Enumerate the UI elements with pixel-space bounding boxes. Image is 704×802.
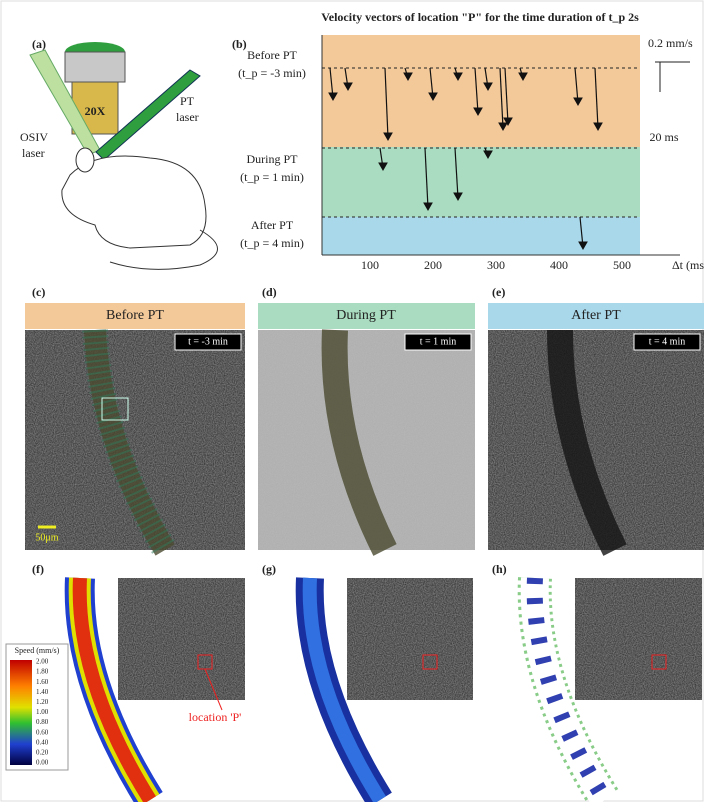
- panel-label: (c): [32, 285, 45, 299]
- panel-c: (c) Before PT t = -3 min 50μm: [25, 285, 245, 550]
- colorbar-label: 1.20: [36, 698, 49, 706]
- time-stamp: t = -3 min: [188, 336, 228, 347]
- colorbar-label: 0.00: [36, 759, 49, 767]
- row-name: Before PT: [247, 48, 297, 62]
- panel-label: (h): [492, 562, 507, 576]
- laser-label: laser: [22, 146, 45, 160]
- panel-header: During PT: [336, 308, 396, 323]
- colorbar-label: 2.00: [36, 658, 49, 666]
- row-time: (t_p = 4 min): [240, 236, 304, 250]
- colorbar-label: 1.60: [36, 678, 49, 686]
- time-stamp: t = 1 min: [420, 336, 456, 347]
- row-name: During PT: [247, 152, 299, 166]
- colorbar-label: 0.20: [36, 749, 49, 757]
- panel-label: (e): [492, 285, 505, 299]
- x-tick-label: 300: [487, 258, 505, 272]
- x-tick-label: 500: [613, 258, 631, 272]
- row-time: (t_p = -3 min): [238, 66, 306, 80]
- laser-label: PT: [180, 94, 195, 108]
- row-time: (t_p = 1 min): [240, 170, 304, 184]
- panel-label: (f): [32, 562, 44, 576]
- annotation: location 'P': [189, 710, 242, 724]
- scale-time: 20 ms: [649, 130, 678, 144]
- colorbar-title: Speed (mm/s): [15, 646, 60, 655]
- row-name: After PT: [251, 218, 294, 232]
- x-tick-label: 100: [361, 258, 379, 272]
- colorbar-label: 0.60: [36, 728, 49, 736]
- laser-label: OSIV: [20, 130, 48, 144]
- colorbar-label: 0.80: [36, 718, 49, 726]
- colorbar-label: 1.00: [36, 708, 49, 716]
- band-before: [322, 35, 640, 147]
- panel-d: (d) During PT t = 1 min: [258, 285, 475, 550]
- colorbar-label: 1.80: [36, 668, 49, 676]
- panel-label: (g): [262, 562, 276, 576]
- x-tick-label: 400: [550, 258, 568, 272]
- scale-speed: 0.2 mm/s: [648, 36, 693, 50]
- band-after: [322, 217, 640, 255]
- panel-header: Before PT: [106, 308, 164, 323]
- x-axis-label: Δt (ms): [672, 258, 704, 272]
- objective-label: 20X: [85, 104, 106, 118]
- panel-label: (b): [232, 37, 247, 51]
- band-during: [322, 147, 640, 217]
- panel-label: (d): [262, 285, 277, 299]
- time-stamp: t = 4 min: [649, 336, 685, 347]
- x-tick-label: 200: [424, 258, 442, 272]
- colorbar-label: 1.40: [36, 688, 49, 696]
- panel-e: (e) After PT t = 4 min: [488, 285, 704, 550]
- panel-label: (a): [32, 37, 46, 51]
- panel-header: After PT: [571, 308, 621, 323]
- laser-label: laser: [176, 110, 199, 124]
- colorbar-label: 0.40: [36, 738, 49, 746]
- scale-bar: 50μm: [35, 532, 58, 543]
- plot-title: Velocity vectors of location "P" for the…: [321, 10, 639, 24]
- figure: (a) 20X OSIV laser PT laser (b) Velocity…: [0, 0, 704, 802]
